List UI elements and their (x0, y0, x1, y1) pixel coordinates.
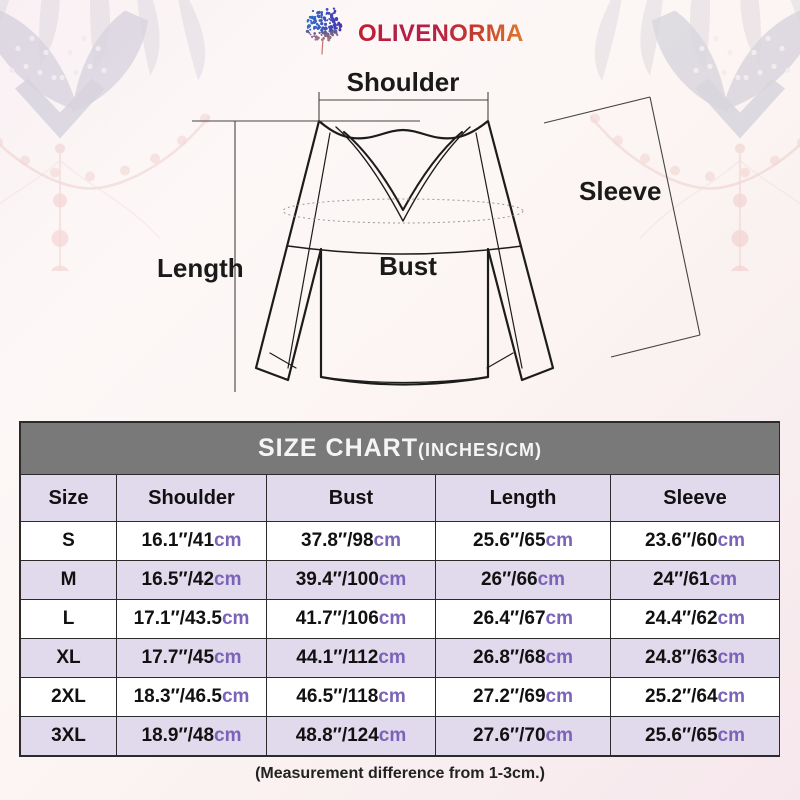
svg-text:Length: Length (157, 253, 244, 283)
svg-text:Sleeve: Sleeve (579, 176, 661, 206)
svg-text:Shoulder: Shoulder (347, 67, 460, 97)
svg-text:Bust: Bust (379, 251, 437, 281)
